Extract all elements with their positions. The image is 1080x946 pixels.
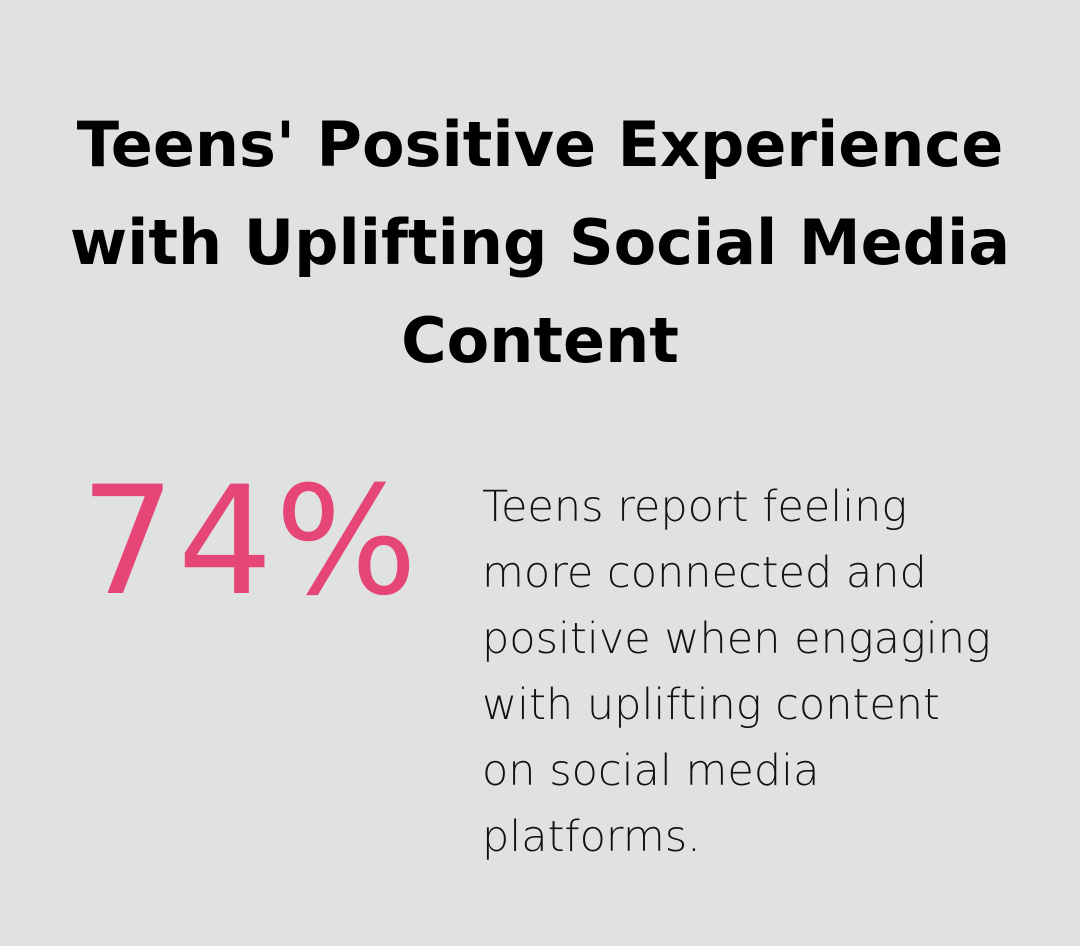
title-line-3: Content — [401, 304, 679, 377]
page-title: Teens' Positive Experience with Upliftin… — [0, 96, 1080, 390]
description-line-3: positive when engaging — [482, 614, 991, 664]
stat-description: Teens report feeling more connected and … — [482, 474, 1042, 870]
description-line-4: with uplifting content — [482, 680, 940, 730]
stat-percentage: 74% — [80, 455, 420, 629]
description-line-2: more connected and — [482, 548, 927, 598]
title-line-2: with Uplifting Social Media — [69, 206, 1011, 279]
description-line-6: platforms. — [482, 812, 701, 862]
description-line-5: on social media — [482, 746, 820, 796]
description-line-1: Teens report feeling — [482, 482, 908, 532]
title-line-1: Teens' Positive Experience — [76, 108, 1004, 181]
